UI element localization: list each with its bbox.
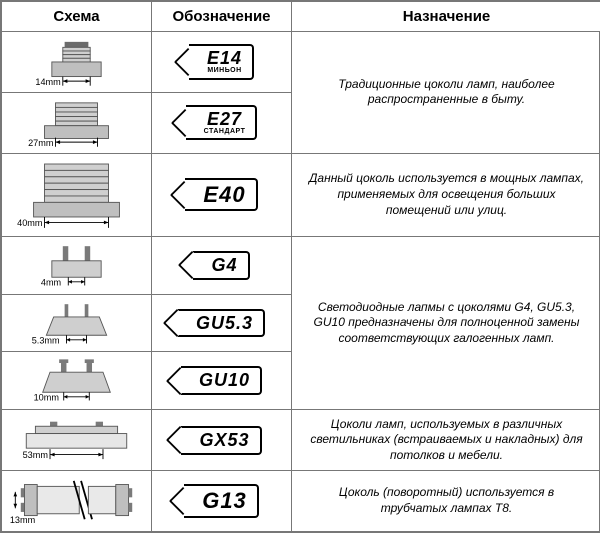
scheme-cell-e40: 40mm	[2, 153, 152, 236]
scheme-cell-gx53: 53mm	[2, 410, 152, 471]
table-row: 53mm GX53 Цоколи ламп, используемых в ра…	[2, 410, 600, 471]
badge-g4: G4	[193, 251, 249, 280]
table-row: 40mm E40 Данный цоколь используется в мо…	[2, 153, 600, 236]
badge-g13: G13	[184, 484, 259, 517]
dim-label: 53mm	[23, 450, 48, 460]
col-header-designation: Обозначение	[152, 2, 292, 32]
designation-cell: GX53	[152, 410, 292, 471]
table: Схема Обозначение Назначение	[1, 1, 600, 532]
dim-label: 40mm	[17, 218, 42, 228]
badge-gx53: GX53	[181, 426, 261, 455]
badge-code: E27	[204, 110, 246, 129]
scheme-cell-e14: 14mm	[2, 32, 152, 93]
badge-gu10: GU10	[181, 366, 262, 395]
dim-label: 14mm	[35, 77, 60, 87]
badge-code: G4	[211, 256, 237, 275]
description-cell: Традиционные цоколи ламп, наиболее распр…	[292, 32, 600, 154]
badge-e27: E27 СТАНДАРТ	[186, 105, 258, 140]
designation-cell: E27 СТАНДАРТ	[152, 92, 292, 153]
dim-label: 4mm	[41, 277, 61, 287]
table-row: 13mm G13 Цоколь (поворотный) используетс…	[2, 471, 600, 532]
badge-code: GU10	[199, 371, 250, 390]
badge-code: E14	[207, 49, 242, 68]
description-cell: Цоколи ламп, используемых в различных св…	[292, 410, 600, 471]
description-cell: Данный цоколь используется в мощных ламп…	[292, 153, 600, 236]
designation-cell: G4	[152, 236, 292, 294]
scheme-cell-gu10: 10mm	[2, 352, 152, 410]
badge-code: GX53	[199, 431, 249, 450]
dim-label: 5.3mm	[32, 335, 60, 345]
table-row: 4mm G4 Светодиодные лапмы с цоколями G4,…	[2, 236, 600, 294]
badge-e14: E14 МИНЬОН	[189, 44, 254, 79]
badge-code: E40	[203, 183, 245, 206]
col-header-purpose: Назначение	[292, 2, 600, 32]
dim-label: 27mm	[28, 138, 53, 148]
badge-code: GU5.3	[196, 314, 253, 333]
badge-sub: МИНЬОН	[207, 67, 242, 74]
scheme-cell-g4: 4mm	[2, 236, 152, 294]
dim-label: 10mm	[34, 393, 59, 403]
description-cell: Светодиодные лапмы с цоколями G4, GU5.3,…	[292, 236, 600, 409]
designation-cell: G13	[152, 471, 292, 532]
designation-cell: GU10	[152, 352, 292, 410]
badge-gu53: GU5.3	[178, 309, 265, 338]
table-header-row: Схема Обозначение Назначение	[2, 2, 600, 32]
col-header-scheme: Схема	[2, 2, 152, 32]
scheme-cell-gu53: 5.3mm	[2, 294, 152, 352]
designation-cell: E40	[152, 153, 292, 236]
dim-label: 13mm	[10, 515, 35, 525]
badge-sub: СТАНДАРТ	[204, 128, 246, 135]
table-row: 14mm E14 МИНЬОН Традиционные цоколи ламп…	[2, 32, 600, 93]
scheme-cell-g13: 13mm	[2, 471, 152, 532]
description-cell: Цоколь (поворотный) используется в трубч…	[292, 471, 600, 532]
badge-e40: E40	[185, 178, 257, 211]
designation-cell: E14 МИНЬОН	[152, 32, 292, 93]
badge-code: G13	[202, 489, 247, 512]
designation-cell: GU5.3	[152, 294, 292, 352]
socket-types-table: Схема Обозначение Назначение	[0, 0, 600, 533]
scheme-cell-e27: 27mm	[2, 92, 152, 153]
